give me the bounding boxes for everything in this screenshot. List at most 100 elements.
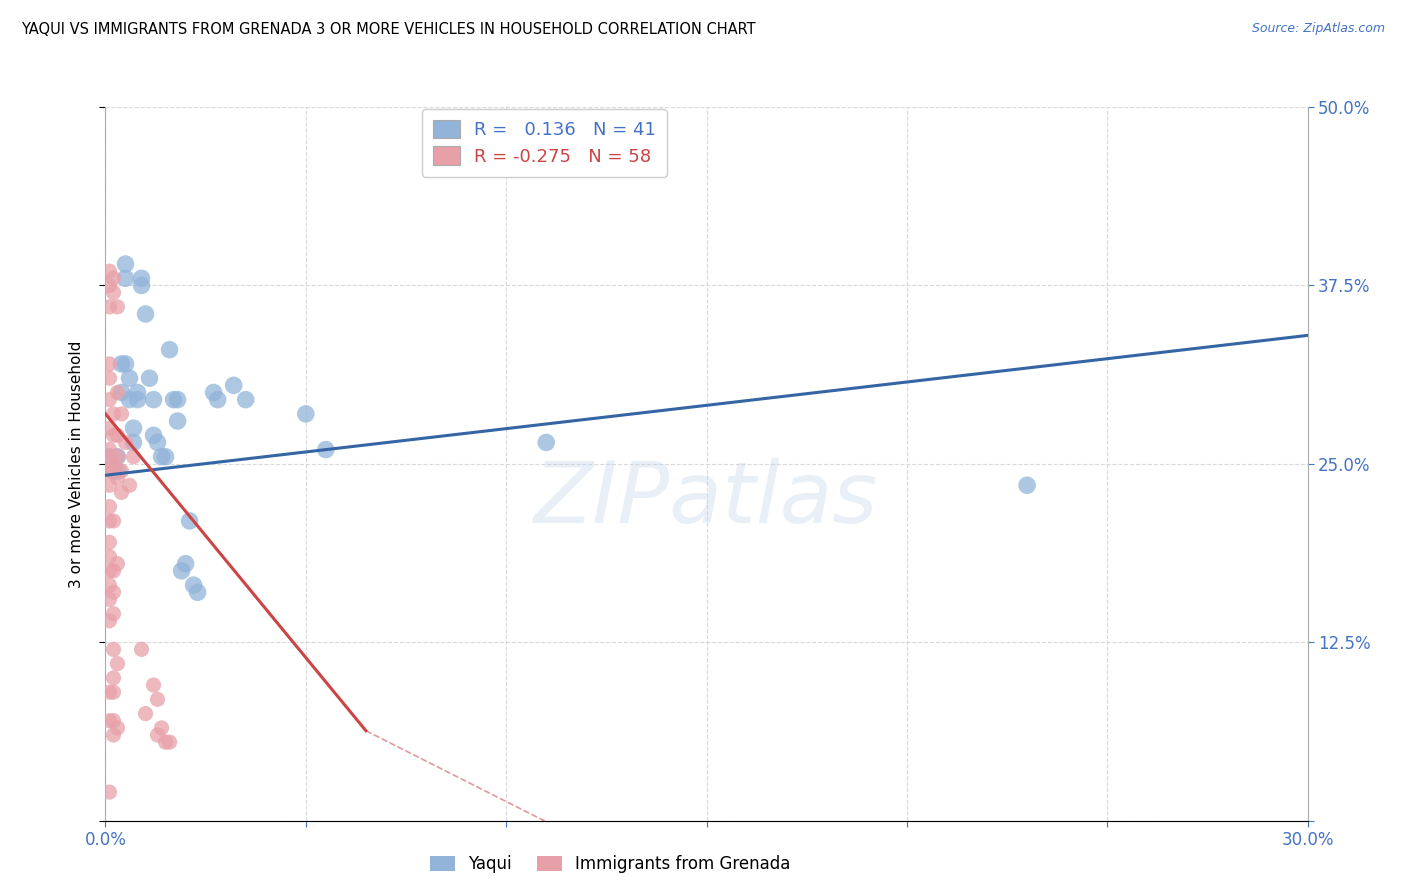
Point bbox=[103, 428, 125, 442]
Point bbox=[103, 685, 125, 699]
Point bbox=[103, 407, 125, 421]
Point bbox=[315, 442, 337, 457]
Point bbox=[98, 300, 121, 314]
Point bbox=[207, 392, 229, 407]
Point bbox=[103, 585, 125, 599]
Point bbox=[131, 271, 153, 285]
Point bbox=[114, 271, 136, 285]
Point bbox=[103, 728, 125, 742]
Point bbox=[235, 392, 257, 407]
Point bbox=[146, 728, 169, 742]
Point bbox=[103, 671, 125, 685]
Point bbox=[114, 257, 136, 271]
Point bbox=[103, 514, 125, 528]
Point bbox=[98, 450, 121, 464]
Point bbox=[98, 464, 121, 478]
Point bbox=[146, 435, 169, 450]
Point bbox=[127, 392, 149, 407]
Point bbox=[103, 464, 125, 478]
Point bbox=[122, 450, 145, 464]
Point bbox=[107, 450, 129, 464]
Point bbox=[98, 564, 121, 578]
Point bbox=[114, 435, 136, 450]
Point bbox=[131, 642, 153, 657]
Point bbox=[98, 578, 121, 592]
Point bbox=[150, 721, 173, 735]
Point bbox=[98, 535, 121, 549]
Point bbox=[98, 685, 121, 699]
Point bbox=[534, 435, 557, 450]
Point bbox=[107, 450, 129, 464]
Y-axis label: 3 or more Vehicles in Household: 3 or more Vehicles in Household bbox=[69, 340, 84, 588]
Point bbox=[183, 578, 205, 592]
Text: YAQUI VS IMMIGRANTS FROM GRENADA 3 OR MORE VEHICLES IN HOUSEHOLD CORRELATION CHA: YAQUI VS IMMIGRANTS FROM GRENADA 3 OR MO… bbox=[21, 22, 755, 37]
Point bbox=[98, 264, 121, 278]
Point bbox=[98, 278, 121, 293]
Point bbox=[150, 450, 173, 464]
Point bbox=[118, 478, 141, 492]
Point bbox=[98, 714, 121, 728]
Point bbox=[142, 428, 165, 442]
Point bbox=[118, 392, 141, 407]
Point bbox=[110, 385, 132, 400]
Point bbox=[155, 450, 177, 464]
Point bbox=[122, 421, 145, 435]
Point bbox=[107, 657, 129, 671]
Point bbox=[110, 485, 132, 500]
Point bbox=[103, 271, 125, 285]
Point bbox=[146, 692, 169, 706]
Point bbox=[98, 592, 121, 607]
Point bbox=[98, 442, 121, 457]
Point bbox=[142, 392, 165, 407]
Point bbox=[98, 549, 121, 564]
Point bbox=[114, 357, 136, 371]
Point bbox=[295, 407, 318, 421]
Point bbox=[107, 557, 129, 571]
Point bbox=[202, 385, 225, 400]
Point bbox=[107, 428, 129, 442]
Point bbox=[162, 392, 184, 407]
Point bbox=[98, 421, 121, 435]
Point bbox=[103, 642, 125, 657]
Point bbox=[155, 735, 177, 749]
Point bbox=[107, 464, 129, 478]
Point bbox=[222, 378, 245, 392]
Point bbox=[103, 714, 125, 728]
Point bbox=[107, 300, 129, 314]
Point bbox=[131, 278, 153, 293]
Point bbox=[159, 735, 181, 749]
Point bbox=[110, 357, 132, 371]
Point bbox=[98, 785, 121, 799]
Point bbox=[103, 457, 125, 471]
Point bbox=[103, 607, 125, 621]
Point bbox=[118, 371, 141, 385]
Point bbox=[98, 450, 121, 464]
Text: Source: ZipAtlas.com: Source: ZipAtlas.com bbox=[1251, 22, 1385, 36]
Point bbox=[107, 471, 129, 485]
Point bbox=[98, 392, 121, 407]
Point bbox=[98, 614, 121, 628]
Point bbox=[187, 585, 209, 599]
Point bbox=[103, 464, 125, 478]
Point bbox=[135, 706, 157, 721]
Legend: Yaqui, Immigrants from Grenada: Yaqui, Immigrants from Grenada bbox=[423, 849, 797, 880]
Point bbox=[135, 307, 157, 321]
Point bbox=[98, 357, 121, 371]
Point bbox=[103, 564, 125, 578]
Point bbox=[166, 414, 188, 428]
Point bbox=[98, 371, 121, 385]
Point bbox=[110, 407, 132, 421]
Point bbox=[159, 343, 181, 357]
Point bbox=[170, 564, 193, 578]
Point bbox=[174, 557, 197, 571]
Point bbox=[107, 385, 129, 400]
Point bbox=[1017, 478, 1039, 492]
Point bbox=[98, 500, 121, 514]
Point bbox=[98, 478, 121, 492]
Point bbox=[110, 464, 132, 478]
Point bbox=[122, 435, 145, 450]
Point bbox=[103, 285, 125, 300]
Point bbox=[98, 514, 121, 528]
Text: ZIPatlas: ZIPatlas bbox=[534, 458, 879, 541]
Point bbox=[179, 514, 201, 528]
